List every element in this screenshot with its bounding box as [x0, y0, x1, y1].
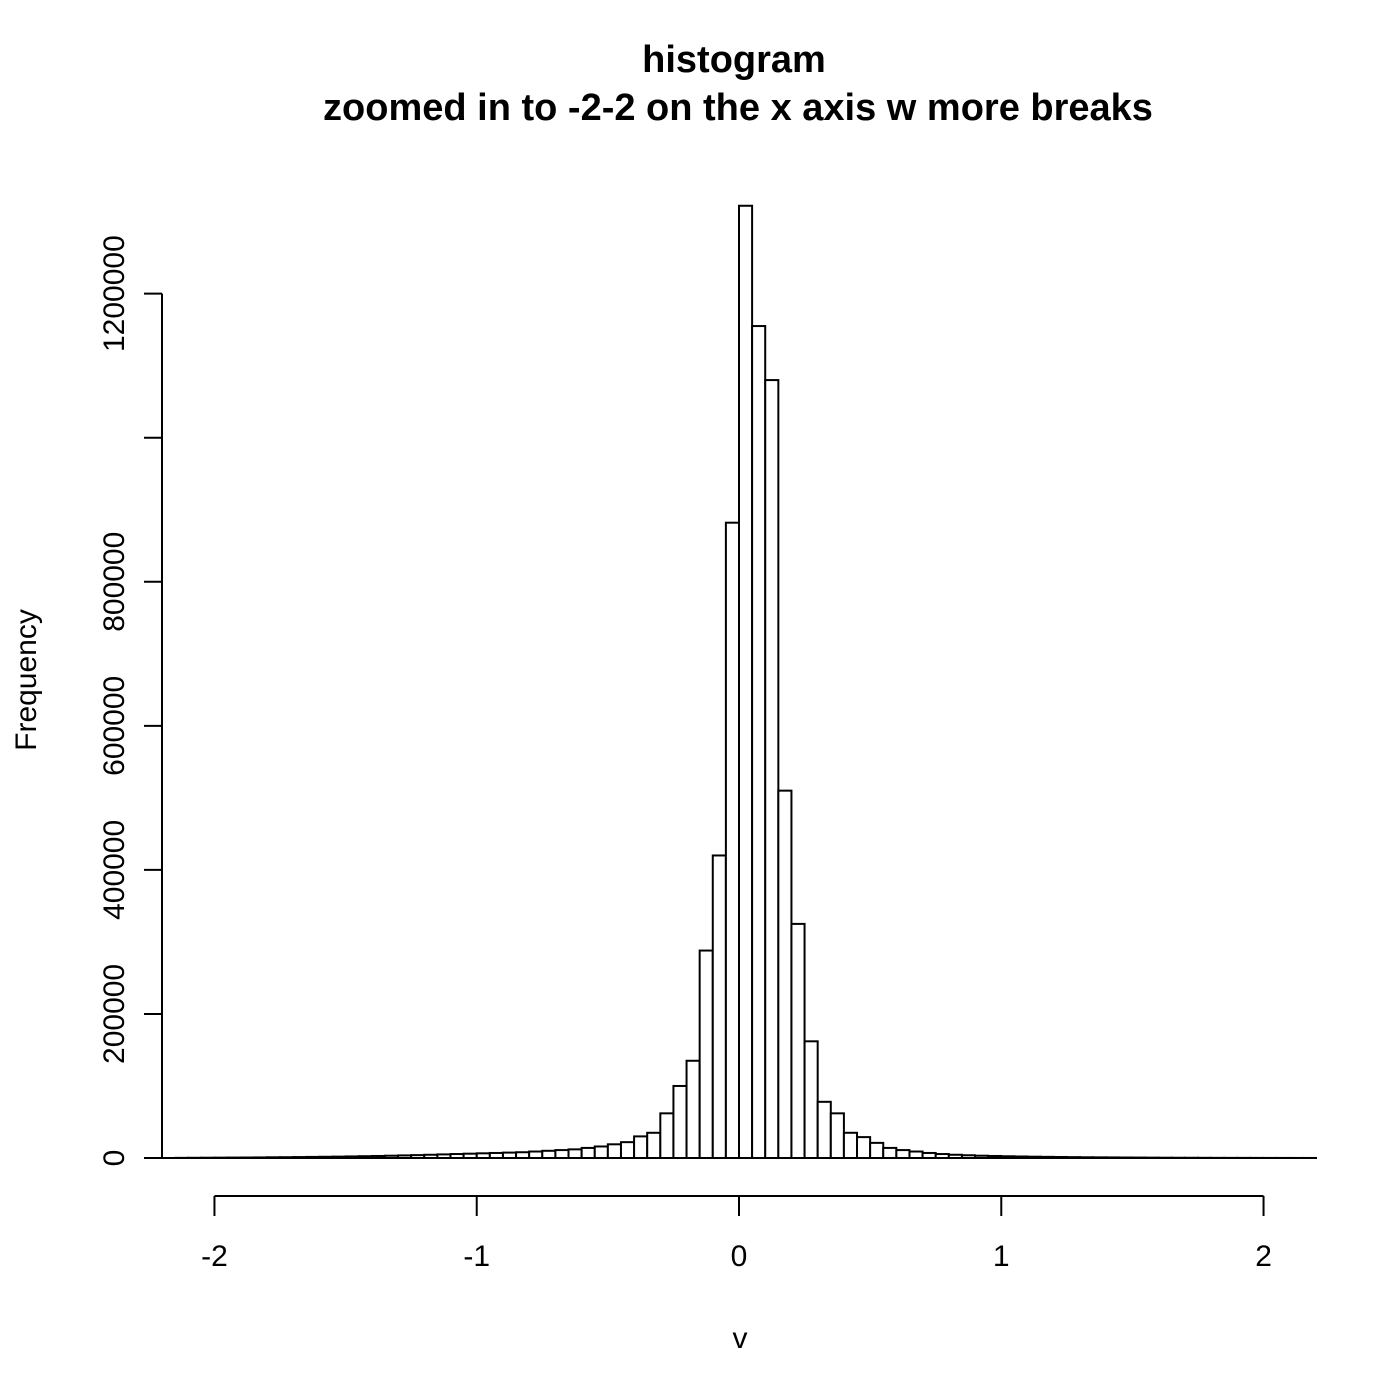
histogram-bar — [698, 949, 714, 1159]
histogram-bar — [764, 379, 780, 1159]
histogram-bar — [685, 1059, 701, 1160]
histogram-bar — [869, 1141, 885, 1159]
histogram-bar — [842, 1131, 859, 1160]
x-tick-label: 0 — [731, 1240, 748, 1273]
histogram-bar — [790, 922, 806, 1160]
x-tick-label: 2 — [1255, 1240, 1272, 1273]
histogram-bar — [646, 1131, 662, 1160]
histogram-bar — [593, 1145, 609, 1159]
chart-title: histogram — [642, 39, 826, 81]
histogram-bar — [738, 204, 754, 1159]
histogram-bar — [633, 1135, 649, 1160]
bars-group — [162, 204, 1318, 1160]
histogram-bar — [619, 1141, 636, 1160]
y-tick-label: 1200000 — [98, 235, 131, 352]
y-axis-title: Frequency — [10, 609, 43, 751]
histogram-bar — [580, 1146, 596, 1160]
y-tick-label: 600000 — [98, 676, 131, 776]
y-axis: 0 200000 400000 600000 800000 1200000 — [98, 235, 163, 1167]
histogram-bar — [803, 1040, 819, 1160]
x-tick-label: -1 — [463, 1240, 490, 1273]
histogram-bar — [711, 854, 727, 1159]
x-tick-label: 1 — [993, 1240, 1010, 1273]
x-tick-label: -2 — [201, 1240, 228, 1273]
histogram-bar — [882, 1146, 898, 1160]
y-tick-label: 0 — [98, 1150, 131, 1167]
y-tick-label: 400000 — [98, 820, 131, 920]
histogram-bar — [567, 1148, 583, 1159]
histogram-bar — [777, 789, 793, 1160]
x-axis: -2 -1 0 1 2 — [201, 1195, 1272, 1273]
histogram-bar — [856, 1136, 872, 1159]
y-tick-label: 200000 — [98, 964, 131, 1064]
histogram-bar — [724, 521, 741, 1159]
histogram-bar — [829, 1112, 845, 1159]
histogram-bar — [895, 1149, 911, 1159]
x-axis-title: v — [733, 1322, 748, 1355]
histogram-bar — [606, 1143, 622, 1160]
chart-subtitle: zoomed in to -2-2 on the x axis w more b… — [323, 87, 1153, 129]
histogram-bar — [751, 325, 767, 1159]
histogram-bar — [541, 1149, 557, 1160]
histogram-bar — [554, 1149, 570, 1159]
y-tick-label: 800000 — [98, 532, 131, 632]
histogram-bar — [672, 1084, 688, 1159]
histogram-bar — [659, 1112, 675, 1159]
histogram-bar — [816, 1100, 832, 1159]
